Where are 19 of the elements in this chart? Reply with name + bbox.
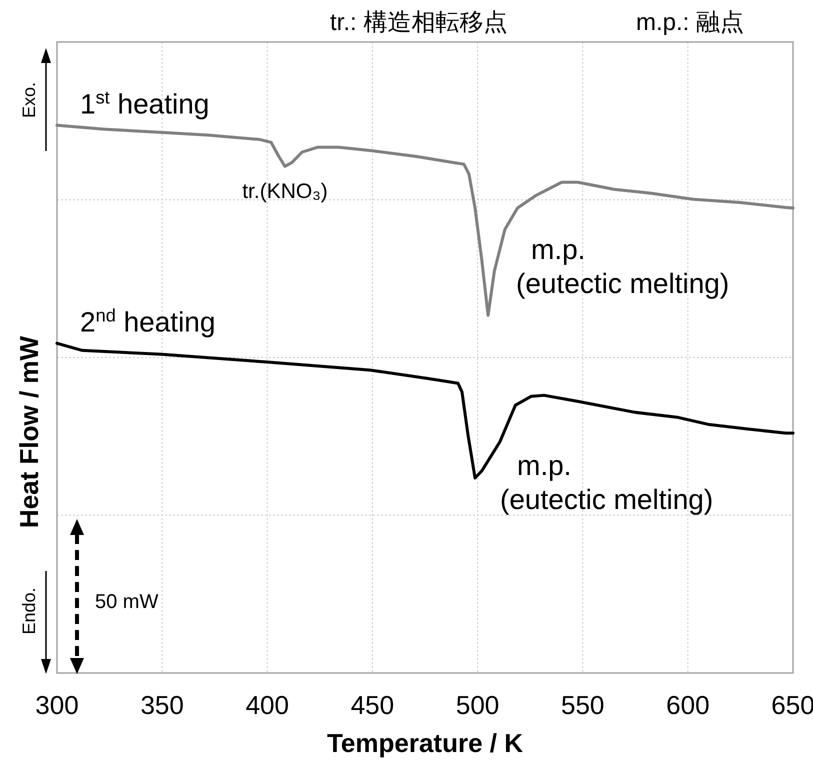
- annotation: m.p. (eutectic melting): [516, 234, 730, 299]
- annotation: 50 mW: [95, 591, 158, 613]
- x-tick-label: 450: [350, 690, 394, 720]
- y-axis-title: Heat Flow / mW: [14, 335, 44, 528]
- series-label: 1$^{st}$ heating: [80, 87, 210, 120]
- x-tick-label: 350: [140, 690, 184, 720]
- annotation: m.p. (eutectic melting): [500, 450, 714, 515]
- x-tick-label: 300: [35, 690, 79, 720]
- x-tick-label: 500: [456, 690, 500, 720]
- x-axis-title: Temperature / K: [326, 728, 524, 758]
- x-tick-label: 550: [561, 690, 604, 720]
- series-label: 2$^{nd}$ heating: [80, 305, 216, 338]
- text: m.p.: 融点: [636, 9, 744, 36]
- text: Endo.: [19, 587, 39, 635]
- x-tick-label: 600: [666, 690, 710, 720]
- annotation: tr.(KNO₃): [242, 180, 328, 203]
- x-tick-label: 400: [246, 690, 289, 720]
- text: Exo.: [19, 82, 39, 118]
- text: tr.: 構造相転移点: [330, 9, 508, 36]
